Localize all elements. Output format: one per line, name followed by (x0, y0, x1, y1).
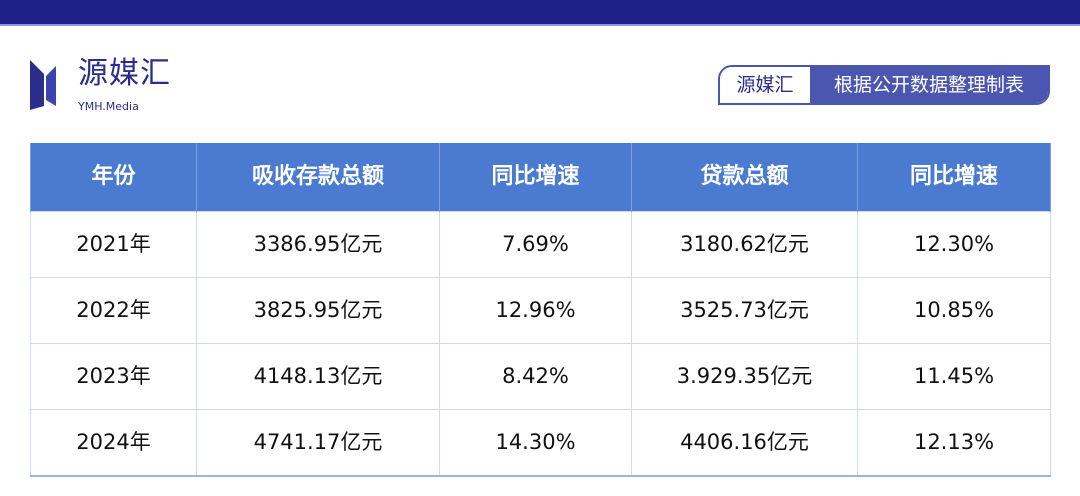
logo-subtitle: YMH.Media (78, 100, 139, 113)
column-header: 同比增速 (439, 143, 632, 212)
table-cell: 12.96% (439, 277, 632, 344)
table-cell: 4741.17亿元 (196, 409, 440, 477)
logo: 源媒汇 YMH.Media (30, 58, 190, 116)
column-header: 吸收存款总额 (196, 143, 440, 212)
table-row: 2023年 4148.13亿元 8.42% 3.929.35亿元 11.45% (30, 343, 1051, 410)
table-cell: 2023年 (30, 343, 197, 410)
table-cell: 11.45% (857, 343, 1051, 410)
table-cell: 7.69% (439, 211, 632, 278)
column-header: 同比增速 (857, 143, 1051, 212)
column-header: 年份 (30, 143, 197, 212)
source-badge: 源媒汇 根据公开数据整理制表 (718, 65, 1050, 105)
table-cell: 14.30% (439, 409, 632, 477)
table-row: 2024年 4741.17亿元 14.30% 4406.16亿元 12.13% (30, 409, 1051, 477)
badge-text: 根据公开数据整理制表 (810, 67, 1048, 103)
table-cell: 12.30% (857, 211, 1051, 278)
table-cell: 10.85% (857, 277, 1051, 344)
table-cell: 4406.16亿元 (631, 409, 858, 477)
table-row: 2022年 3825.95亿元 12.96% 3525.73亿元 10.85% (30, 277, 1051, 344)
column-header: 贷款总额 (631, 143, 858, 212)
table-cell: 3525.73亿元 (631, 277, 858, 344)
table-cell: 3180.62亿元 (631, 211, 858, 278)
table-header-row: 年份 吸收存款总额 同比增速 贷款总额 同比增速 (30, 143, 1051, 212)
logo-mark-icon (30, 60, 56, 110)
table-cell: 3.929.35亿元 (631, 343, 858, 410)
table-row: 2021年 3386.95亿元 7.69% 3180.62亿元 12.30% (30, 211, 1051, 278)
table-cell: 3825.95亿元 (196, 277, 440, 344)
logo-name: 源媒汇 (78, 56, 171, 91)
table-cell: 2022年 (30, 277, 197, 344)
badge-brand: 源媒汇 (720, 67, 810, 103)
table-cell: 2021年 (30, 211, 197, 278)
table-cell: 2024年 (30, 409, 197, 477)
top-banner (0, 0, 1080, 26)
table-cell: 3386.95亿元 (196, 211, 440, 278)
table-cell: 12.13% (857, 409, 1051, 477)
data-table: 年份 吸收存款总额 同比增速 贷款总额 同比增速 2021年 3386.95亿元 7… (30, 143, 1051, 477)
table-cell: 8.42% (439, 343, 632, 410)
table-cell: 4148.13亿元 (196, 343, 440, 410)
